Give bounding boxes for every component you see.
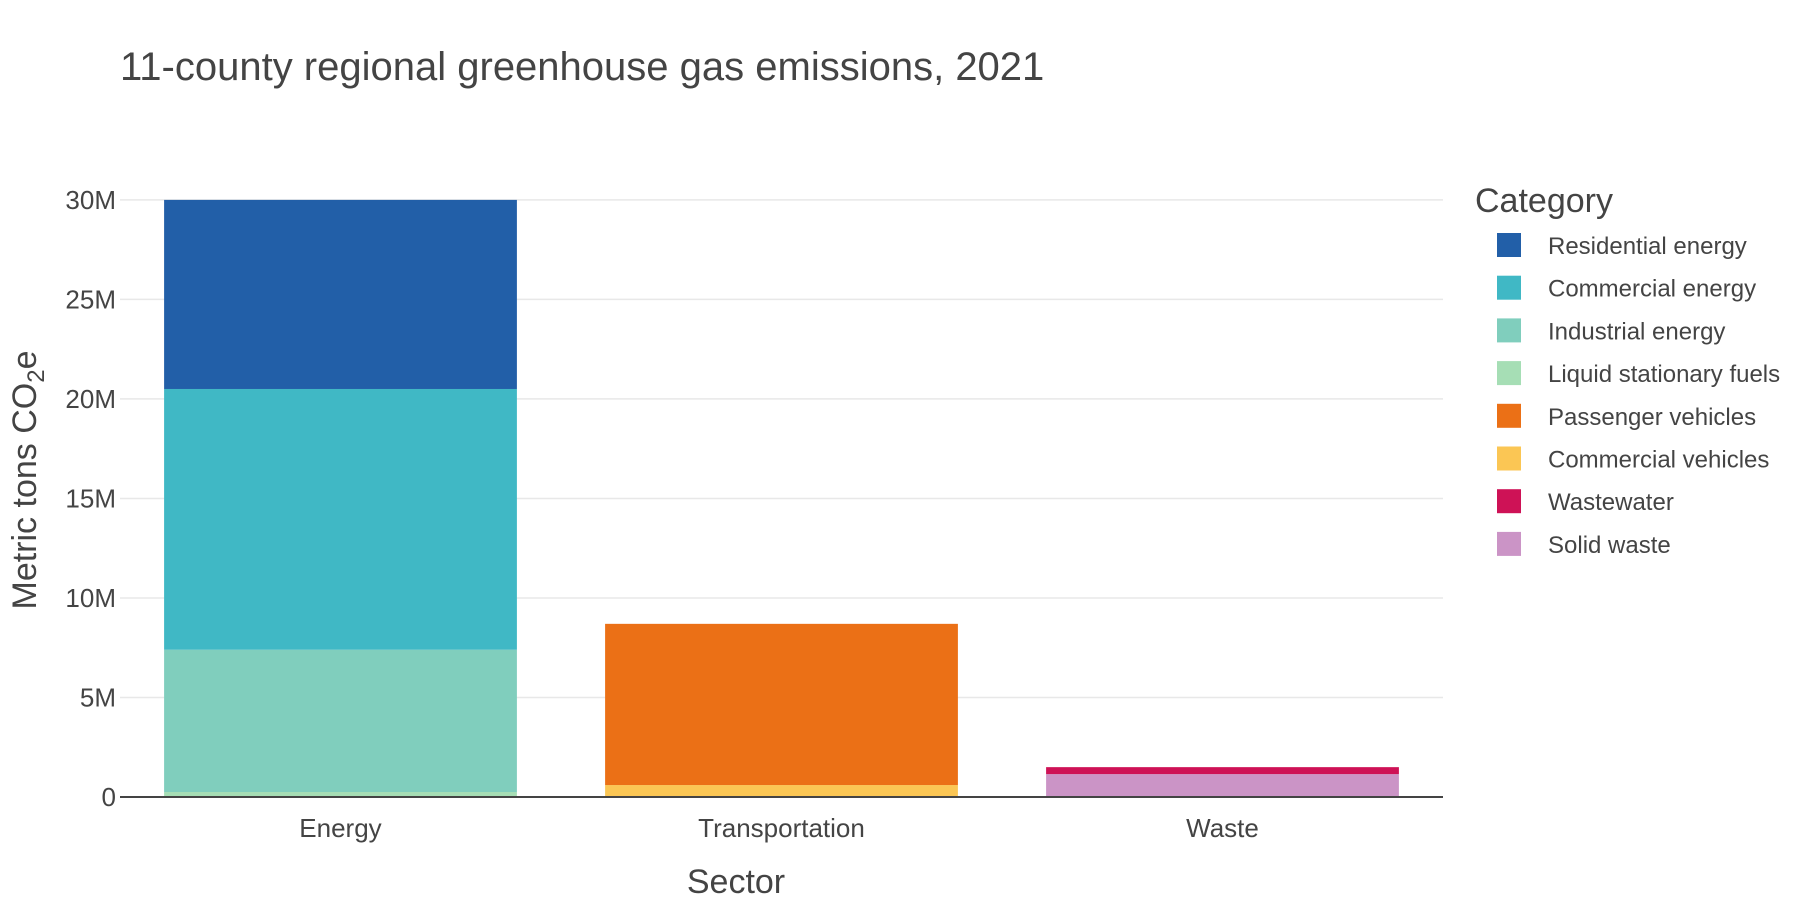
- legend-label: Commercial vehicles: [1548, 447, 1769, 474]
- bar-segment: [164, 792, 517, 797]
- y-tick-label: 15M: [65, 483, 116, 513]
- legend-label: Industrial energy: [1548, 318, 1725, 345]
- legend-swatch: [1497, 403, 1521, 428]
- legend-swatch: [1497, 275, 1521, 300]
- bar-segment: [605, 785, 958, 797]
- bar-segment: [1046, 767, 1399, 775]
- bars: [164, 199, 1399, 797]
- y-tick-label: 20M: [65, 384, 116, 414]
- bar-segment: [1046, 774, 1399, 797]
- legend-label: Solid waste: [1548, 532, 1671, 559]
- axes: 0 5M 10M 15M 20M 25M 30M Energy Transportation Wa…: [65, 185, 1443, 843]
- legend-label: Commercial energy: [1548, 276, 1756, 303]
- chart-title: 11-county regional greenhouse gas emissi…: [120, 45, 1044, 89]
- bar-segment: [164, 649, 517, 793]
- x-tick-label: Energy: [299, 813, 381, 843]
- legend: Category Residential energy Commercial en…: [1475, 182, 1780, 559]
- legend-swatch: [1497, 318, 1521, 343]
- x-tick-label: Waste: [1186, 813, 1259, 843]
- y-tick-label: 25M: [65, 284, 116, 314]
- legend-swatch: [1497, 361, 1521, 386]
- legend-swatch: [1497, 489, 1521, 514]
- y-tick-label: 5M: [80, 682, 116, 712]
- legend-swatch: [1497, 233, 1521, 257]
- x-axis-title: Sector: [687, 863, 785, 900]
- legend-label: Passenger vehicles: [1548, 404, 1756, 431]
- bar-segment: [164, 388, 517, 650]
- legend-swatch: [1497, 531, 1521, 556]
- legend-label: Liquid stationary fuels: [1548, 361, 1780, 388]
- y-axis-title: Metric tons CO2e: [6, 351, 50, 610]
- x-tick-label: Transportation: [698, 813, 865, 843]
- bar-segment: [605, 623, 958, 786]
- y-tick-label: 10M: [65, 583, 116, 613]
- legend-title: Category: [1475, 182, 1613, 220]
- y-tick-label: 30M: [65, 185, 116, 215]
- legend-label: Residential energy: [1548, 233, 1747, 260]
- legend-swatch: [1497, 446, 1521, 471]
- y-tick-label: 0: [102, 782, 116, 812]
- bar-segment: [164, 199, 517, 389]
- legend-label: Wastewater: [1548, 489, 1674, 516]
